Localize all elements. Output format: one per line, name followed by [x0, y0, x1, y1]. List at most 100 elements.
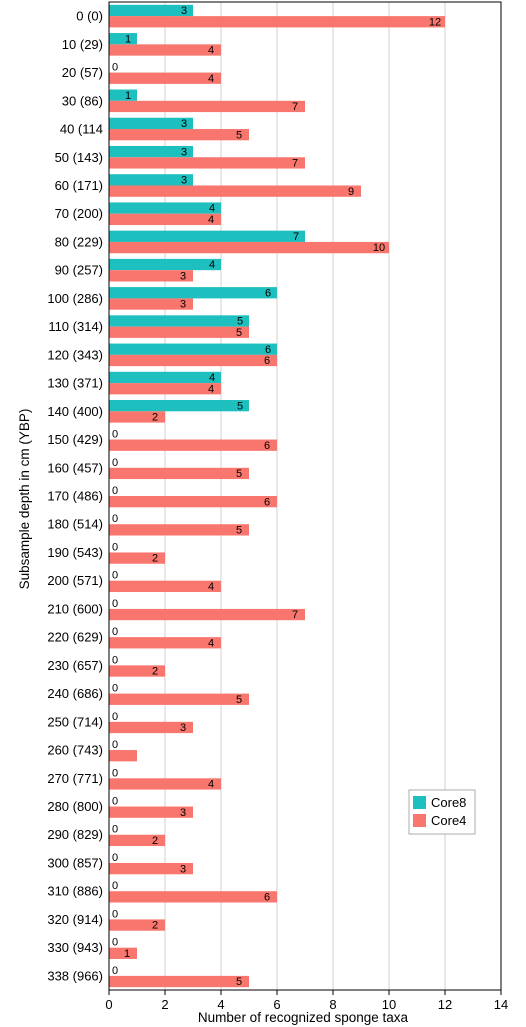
data-label-core4: 2 [152, 835, 158, 847]
bar-core4 [109, 298, 193, 310]
data-label-core8: 3 [181, 146, 187, 158]
data-label-core4: 3 [180, 299, 186, 311]
category-label: 50 (143) [55, 150, 103, 165]
bar-core4 [109, 919, 165, 931]
data-label-core8: 0 [112, 654, 118, 666]
data-label-core8: 4 [209, 372, 215, 384]
bar-core4 [109, 862, 193, 875]
data-label-core4: 6 [264, 891, 270, 903]
bar-core8 [109, 33, 137, 45]
data-label-core4: 3 [180, 270, 186, 282]
bar-core4 [109, 185, 361, 197]
data-label-core4: 9 [348, 186, 354, 198]
x-tick-label: 14 [494, 997, 508, 1012]
bar-core4 [109, 100, 305, 113]
category-label: 260 (743) [47, 743, 103, 758]
x-tick-label: 4 [217, 997, 224, 1012]
bar-core8 [109, 117, 193, 130]
bar-core8 [109, 258, 221, 271]
category-label: 170 (486) [47, 489, 103, 504]
data-label-core8: 5 [237, 316, 243, 328]
category-label: 70 (200) [55, 206, 103, 221]
category-label: 270 (771) [47, 771, 103, 786]
bar-core4 [109, 891, 277, 903]
data-label-core4: 1 [124, 948, 130, 960]
bar-core4 [109, 241, 389, 254]
data-label-core8: 0 [112, 62, 118, 74]
data-label-core8: 0 [112, 513, 118, 525]
bar-core8 [109, 202, 221, 214]
category-label: 330 (943) [47, 940, 103, 955]
bar-core4 [109, 693, 249, 705]
data-label-core8: 0 [112, 626, 118, 638]
bar-core4 [109, 580, 221, 592]
bar-core4 [109, 354, 277, 367]
data-label-core8: 3 [181, 174, 187, 186]
data-label-core8: 0 [112, 796, 118, 808]
data-label-core8: 0 [112, 711, 118, 723]
bar-core4 [109, 383, 221, 395]
x-tick-label: 10 [382, 997, 396, 1012]
bar-core4 [109, 524, 249, 536]
category-label: 210 (600) [47, 601, 103, 616]
plot-frame [108, 1, 502, 991]
category-label: 160 (457) [47, 460, 103, 475]
bars: 3121404173537394471043635566445206050605… [109, 4, 445, 988]
bar-core8 [109, 145, 193, 158]
data-label-core4: 4 [208, 45, 214, 57]
legend-label-core8: Core8 [431, 795, 466, 810]
bar-core4 [109, 496, 277, 508]
data-label-core8: 5 [237, 400, 243, 412]
bar-core4 [109, 721, 193, 734]
data-label-core4: 2 [152, 920, 158, 932]
data-label-core8: 0 [112, 598, 118, 610]
data-label-core4: 2 [152, 553, 158, 565]
data-label-core8: 1 [125, 90, 131, 102]
category-label: 338 (966) [47, 968, 103, 983]
data-label-core4: 4 [208, 637, 214, 649]
data-label-core8: 0 [112, 457, 118, 469]
data-label-core4: 4 [208, 214, 214, 226]
data-label-core4: 5 [236, 327, 242, 339]
category-label: 150 (429) [47, 432, 103, 447]
data-label-core8: 0 [112, 824, 118, 836]
data-label-core4: 5 [236, 468, 242, 480]
x-tick-label: 12 [438, 997, 452, 1012]
data-label-core4: 7 [292, 609, 298, 621]
category-label: 290 (829) [47, 827, 103, 842]
data-label-core4: 5 [236, 129, 242, 141]
data-label-core4: 6 [264, 440, 270, 452]
bar-core4 [109, 439, 277, 451]
bar-core8 [109, 343, 277, 355]
data-label-core8: 0 [112, 429, 118, 441]
category-label: 240 (686) [47, 686, 103, 701]
bar-core4 [109, 834, 165, 847]
x-tick-label: 8 [329, 997, 336, 1012]
data-label-core8: 6 [265, 344, 271, 356]
bar-core8 [109, 315, 249, 327]
category-label: 20 (57) [62, 65, 103, 80]
bar-core4 [109, 326, 249, 338]
category-label: 130 (371) [47, 376, 103, 391]
data-label-core4: 2 [152, 412, 158, 424]
legend-label-core4: Core4 [431, 813, 466, 828]
category-label: 310 (886) [47, 884, 103, 899]
data-label-core8: 0 [112, 880, 118, 892]
data-label-core4: 3 [180, 807, 186, 819]
bar-core4 [109, 637, 221, 649]
data-label-core8: 4 [209, 203, 215, 215]
bar-core8 [109, 174, 193, 186]
data-label-core8: 1 [125, 33, 131, 45]
data-label-core4: 2 [152, 666, 158, 678]
data-label-core4: 12 [429, 16, 441, 28]
bar-core4 [109, 947, 137, 959]
legend-swatch-core4 [413, 814, 426, 827]
x-tick-label: 2 [161, 997, 168, 1012]
data-label-core8: 3 [181, 5, 187, 17]
data-label-core4: 5 [236, 976, 242, 988]
y-axis-title: Subsample depth in cm (YBP) [17, 409, 32, 590]
category-label: 120 (343) [47, 347, 103, 362]
data-label-core8: 0 [112, 570, 118, 582]
bar-core4 [109, 129, 249, 141]
